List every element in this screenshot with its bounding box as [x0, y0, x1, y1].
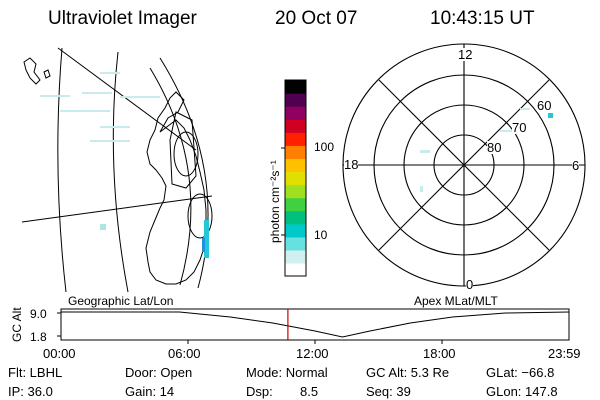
color-bar-stop [285, 249, 306, 264]
color-bar-stop [285, 119, 306, 133]
status-flt: Flt: LBHL [8, 365, 63, 380]
status-gain: Gain: 14 [125, 384, 175, 399]
apex-panel-label: Apex MLat/MLT [414, 294, 498, 308]
color-bar-stop [285, 158, 306, 173]
color-bar-stop [285, 262, 306, 277]
color-bar-stop [285, 132, 306, 146]
color-bar-stop [285, 145, 306, 159]
color-bar-stop [285, 171, 306, 186]
status-dsp-value: 8.5 [300, 384, 319, 399]
time-tick-0000: 00:00 [43, 346, 76, 361]
coastline [23, 57, 41, 85]
polar-label-18: 18 [344, 157, 359, 172]
geographic-panel-label: Geographic Lat/Lon [68, 294, 174, 308]
time-tick-1800: 18:00 [423, 346, 456, 361]
time-label: 10:43:15 UT [430, 8, 535, 29]
altitude-tick-1-8: 1.8 [30, 330, 47, 344]
polar-lat-70: 70 [512, 120, 527, 135]
map-contour [187, 193, 213, 239]
color-bar-stop [285, 184, 306, 199]
altitude-curve [61, 311, 570, 338]
aurora-highlight [204, 220, 209, 258]
status-mode: Mode: Normal [246, 365, 328, 380]
altitude-tick-9: 9.0 [30, 307, 47, 321]
polar-label-0: 0 [466, 277, 474, 292]
color-bar-frame [284, 79, 307, 277]
time-tick-0600: 06:00 [168, 346, 201, 361]
status-seq: Seq: 39 [366, 384, 411, 399]
status-gc-alt: GC Alt: 5.3 Re [366, 365, 450, 380]
status-ip: IP: 36.0 [8, 384, 53, 399]
map-meridian-line [112, 51, 129, 293]
map-contour [169, 111, 197, 189]
status-dsp-label: Dsp: [246, 384, 273, 399]
status-glon: GLon: 147.8 [486, 384, 558, 399]
altitude-axis-label: GC Alt [10, 307, 24, 342]
color-bar-stop [285, 93, 306, 107]
color-bar-stop [285, 223, 306, 238]
map-contour [173, 131, 199, 177]
map-meridian-line [57, 47, 67, 293]
status-door: Door: Open [125, 365, 193, 380]
aurora-spot [548, 113, 553, 118]
map-limb-arc [149, 67, 192, 286]
color-bar-tick-10: 10 [314, 228, 328, 242]
color-bar-stop [285, 80, 306, 94]
status-glat: GLat: −66.8 [486, 365, 555, 380]
polar-label-6: 6 [572, 158, 580, 173]
color-bar-stop [285, 106, 306, 120]
app-title: Ultraviolet Imager [48, 8, 197, 29]
polar-label-12: 12 [458, 47, 473, 62]
color-bar-stop [285, 197, 306, 212]
polar-lat-80: 80 [487, 140, 502, 155]
color-bar-stop [285, 210, 306, 225]
color-bar-stop [285, 236, 306, 251]
map-limb-arc [159, 57, 209, 289]
color-bar-tick-100: 100 [314, 140, 335, 154]
coastline [43, 69, 51, 79]
coastline [145, 91, 207, 285]
date-label: 20 Oct 07 [275, 8, 358, 29]
map-grid-line [21, 195, 213, 223]
time-tick-2359: 23:59 [548, 346, 581, 361]
polar-lat-60: 60 [537, 98, 552, 113]
time-tick-1200: 12:00 [296, 346, 329, 361]
map-grid-line [57, 47, 197, 151]
